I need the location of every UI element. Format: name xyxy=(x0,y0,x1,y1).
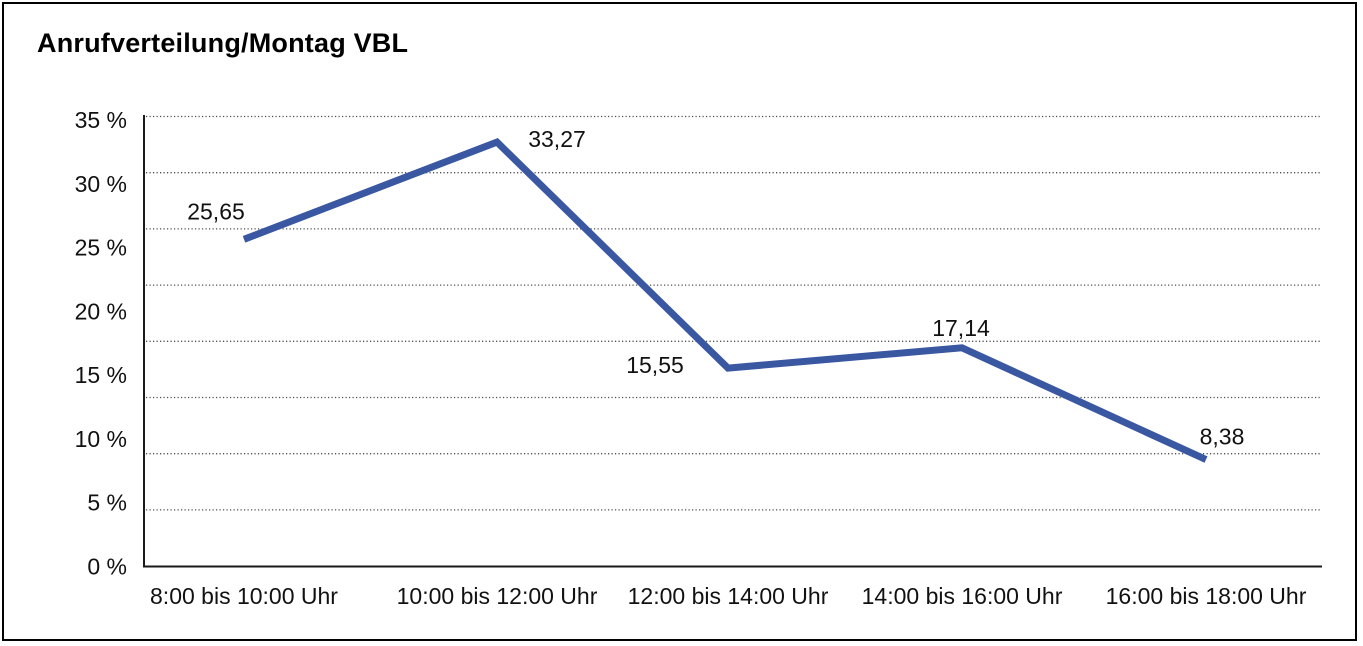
y-axis-tick-label: 10 % xyxy=(75,426,127,452)
y-axis-tick-label: 35 % xyxy=(75,107,127,133)
chart-title: Anrufverteilung/Montag VBL xyxy=(37,28,409,58)
y-axis-tick-label: 5 % xyxy=(87,490,127,516)
data-point-label: 33,27 xyxy=(528,126,586,152)
data-point-label: 15,55 xyxy=(626,352,684,378)
y-axis-tick-label: 15 % xyxy=(75,362,127,388)
x-axis-tick-label: 12:00 bis 14:00 Uhr xyxy=(628,583,829,609)
data-point-label: 17,14 xyxy=(932,315,990,341)
x-axis-tick-label: 14:00 bis 16:00 Uhr xyxy=(862,583,1063,609)
x-axis-tick-label: 8:00 bis 10:00 Uhr xyxy=(150,583,338,609)
y-axis-tick-label: 0 % xyxy=(87,554,127,580)
y-axis-tick-label: 25 % xyxy=(75,235,127,261)
data-line-series xyxy=(242,138,1208,463)
data-point-label: 25,65 xyxy=(187,198,245,224)
y-axis-tick-label: 20 % xyxy=(75,298,127,324)
x-axis-tick-label: 10:00 bis 12:00 Uhr xyxy=(397,583,598,609)
data-point-label: 8,38 xyxy=(1200,424,1245,450)
x-axis-tick-label: 16:00 bis 18:00 Uhr xyxy=(1106,583,1307,609)
y-axis-tick-label: 30 % xyxy=(75,171,127,197)
